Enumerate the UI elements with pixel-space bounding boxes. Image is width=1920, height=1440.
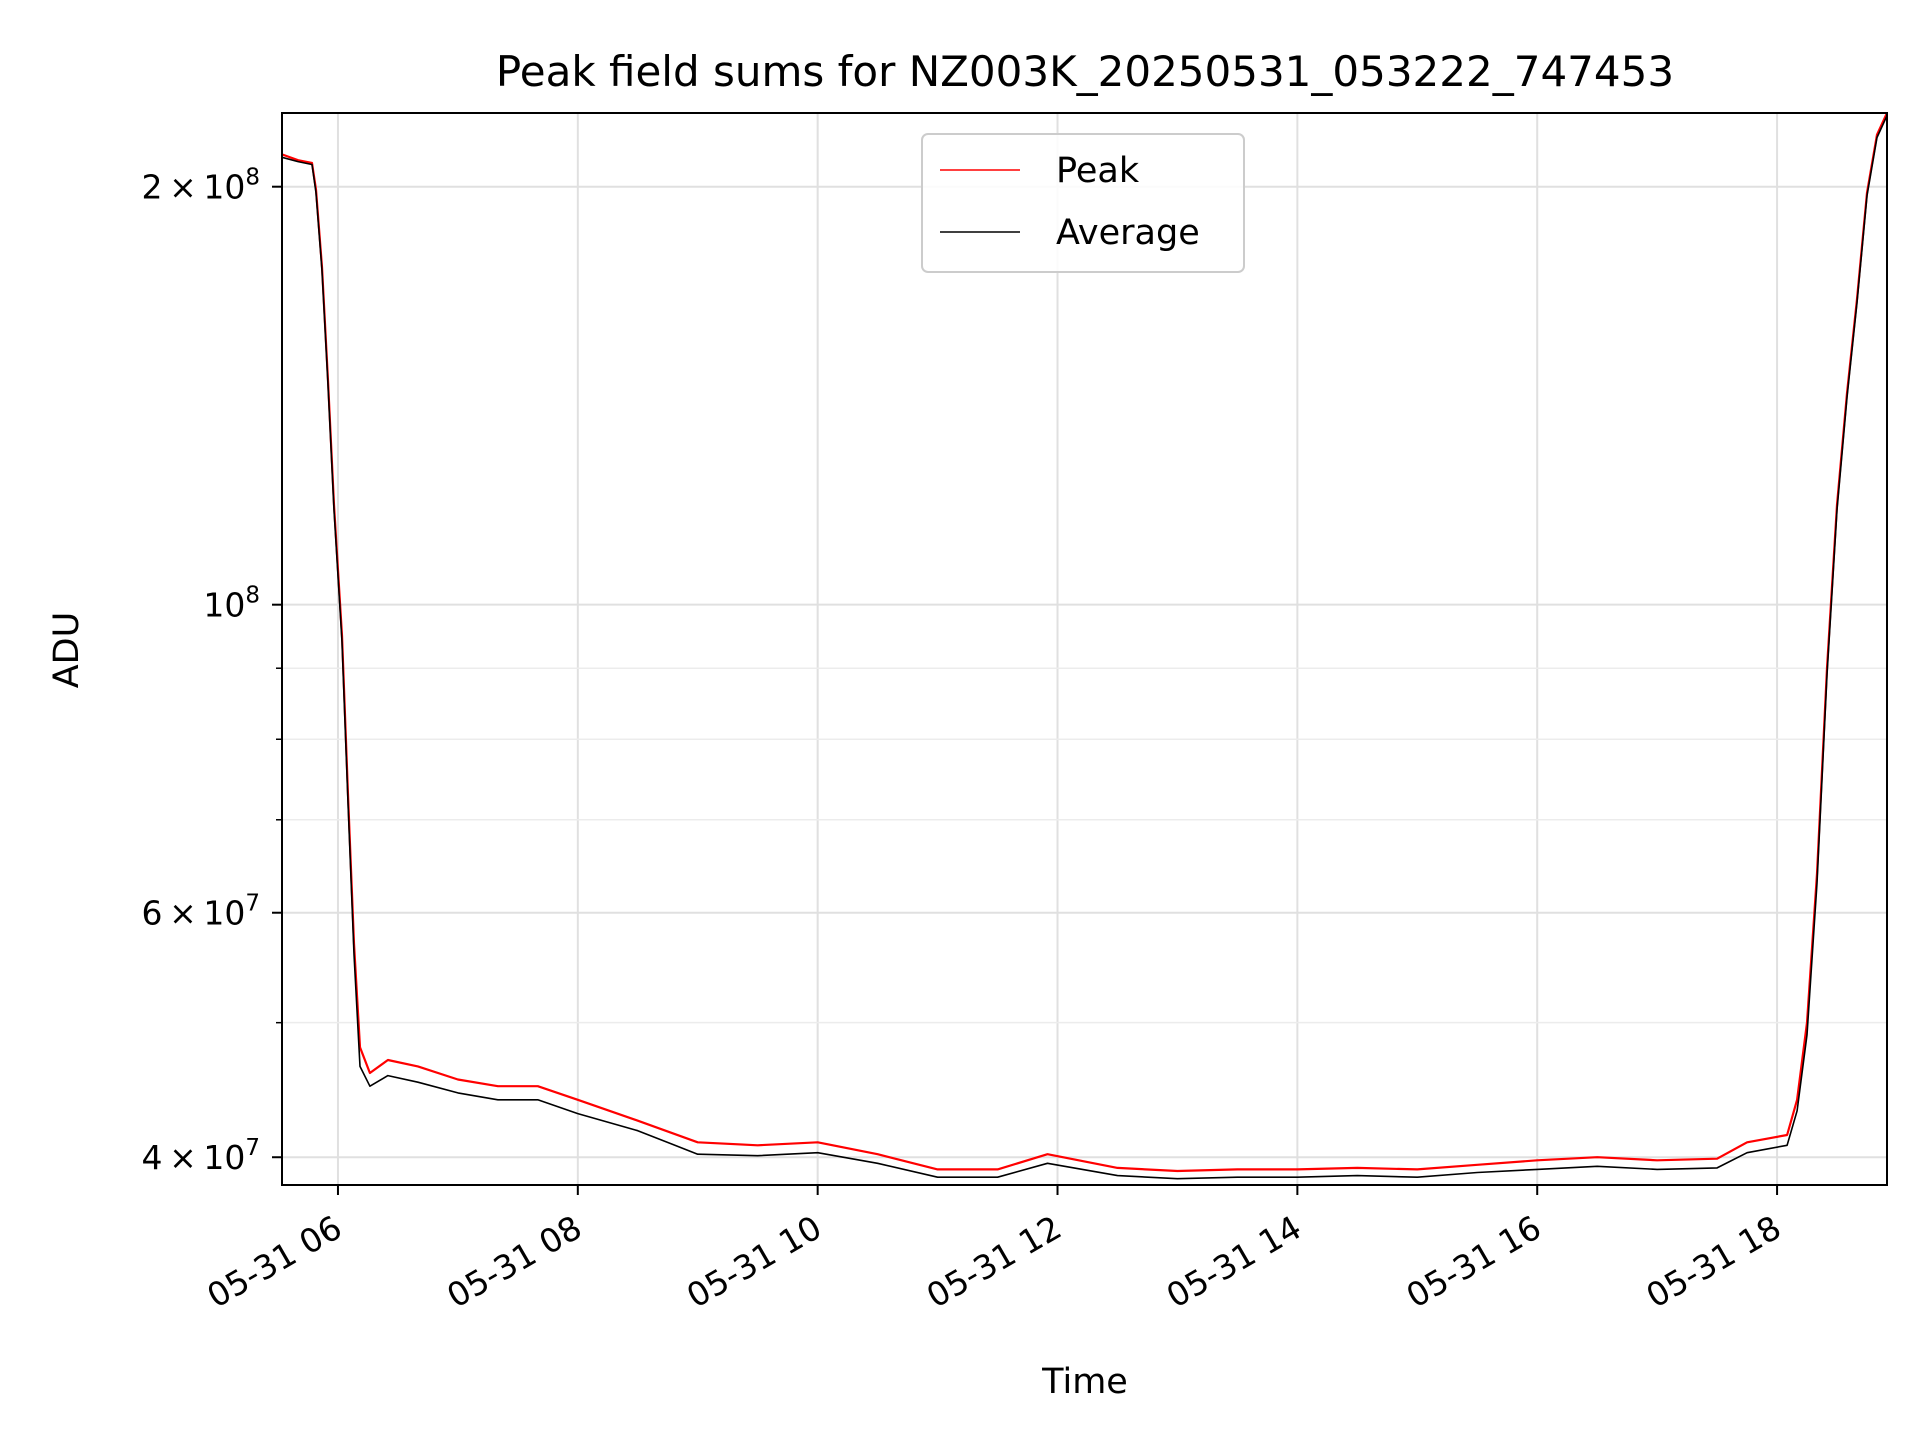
y-tick-label: 2 × 108	[142, 165, 260, 207]
legend-label-peak: Peak	[1056, 151, 1140, 191]
legend-label-average: Average	[1056, 213, 1200, 253]
y-tick-label: 6 × 107	[142, 891, 260, 933]
x-axis-label: Time	[1041, 1362, 1128, 1402]
chart-title: Peak field sums for NZ003K_20250531_0532…	[496, 47, 1674, 96]
y-tick-label: 4 × 107	[142, 1135, 260, 1177]
y-axis-label: ADU	[47, 612, 87, 689]
legend: Peak Average	[922, 134, 1244, 272]
